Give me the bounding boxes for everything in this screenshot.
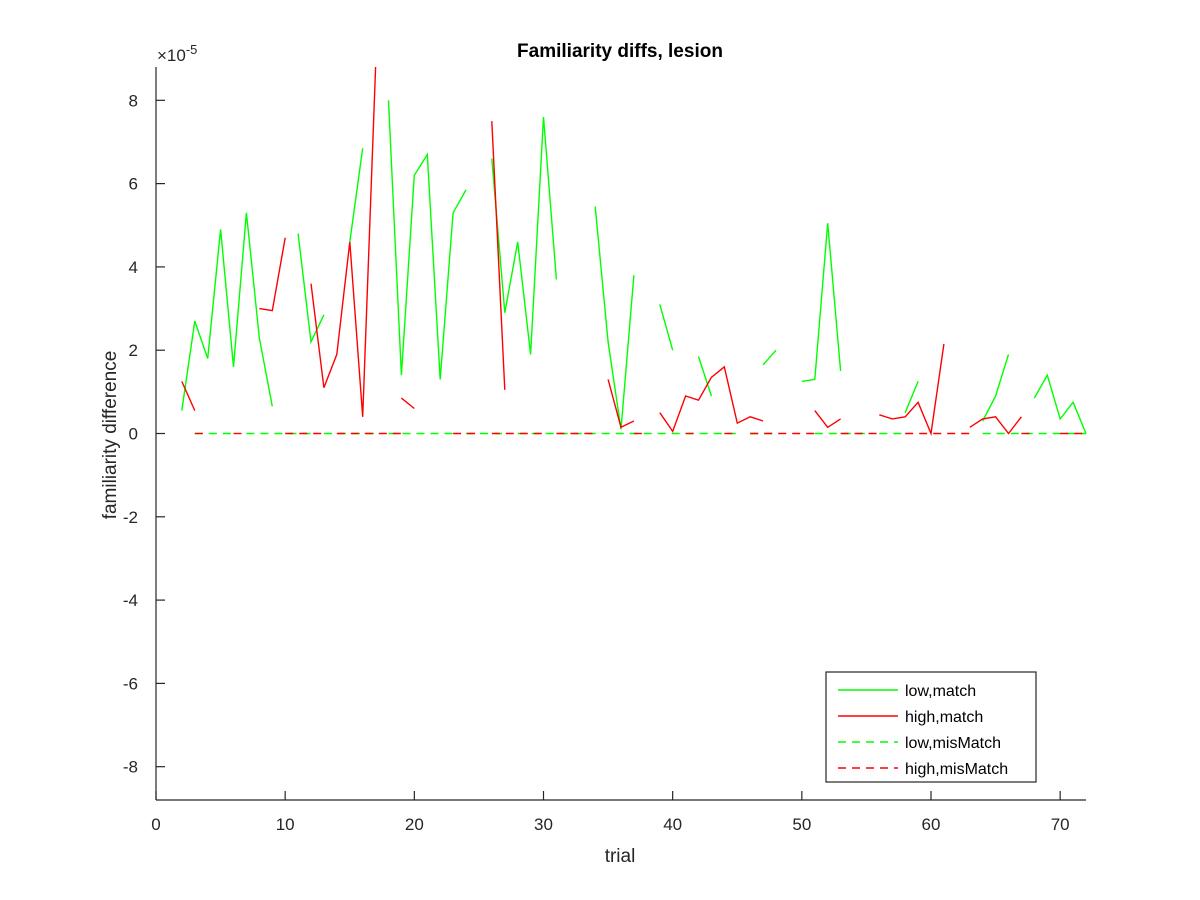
legend-entry-label: low,match xyxy=(905,683,976,700)
series-line-segment xyxy=(762,349,777,366)
y-tick-label: 6 xyxy=(129,175,138,194)
series-line-segment xyxy=(349,148,364,242)
x-tick-label: 0 xyxy=(151,815,160,834)
x-tick-label: 50 xyxy=(792,815,811,834)
series-line-segment xyxy=(181,381,196,411)
series-line-segment xyxy=(659,304,674,351)
series-line-segment xyxy=(400,397,415,410)
y-tick-label: -6 xyxy=(123,674,138,693)
y-tick-label: 4 xyxy=(129,258,138,277)
x-tick-label: 70 xyxy=(1051,815,1070,834)
axes: 0 10 20 30 40 50 60 70 -8 -6 -4 -2 0 2 4 6 8 xyxy=(123,67,1086,834)
y-tick-label: -4 xyxy=(123,591,138,610)
y-tick-label: 8 xyxy=(129,91,138,110)
x-tick-label: 10 xyxy=(276,815,295,834)
legend-entry-label: high,match xyxy=(905,709,983,726)
series-line-segment xyxy=(879,343,945,437)
x-tick-label: 40 xyxy=(663,815,682,834)
y-axis-label: familiarity difference xyxy=(100,351,121,520)
series-high-match xyxy=(181,66,1022,437)
series-line-segment xyxy=(982,354,1010,422)
series-line-segment xyxy=(491,116,558,355)
y-tick-label: 0 xyxy=(129,425,138,444)
series-line-segment xyxy=(607,379,635,429)
x-ticks: 0 10 20 30 40 50 60 70 xyxy=(151,791,1070,834)
x-tick-label: 30 xyxy=(534,815,553,834)
series-line-segment xyxy=(491,121,506,390)
y-tick-label: -8 xyxy=(123,758,138,777)
series-line-segment xyxy=(1033,373,1087,434)
series-line-segment xyxy=(387,100,467,380)
legend: low,match high,match low,misMatch high,misM… xyxy=(825,671,1037,783)
x-tick-label: 20 xyxy=(405,815,424,834)
series-line-segment xyxy=(181,212,273,411)
y-exponent-label: ×10-5 xyxy=(157,42,197,65)
series-line-segment xyxy=(594,206,635,430)
series-line-segment xyxy=(697,356,713,397)
legend-entry-label: low,misMatch xyxy=(905,735,1001,752)
series-line-segment xyxy=(969,416,1022,435)
series-line-segment xyxy=(904,381,919,413)
chart-title: Familiarity diffs, lesion xyxy=(517,41,723,62)
series-line-segment xyxy=(310,66,377,417)
series-line-segment xyxy=(814,410,841,429)
series-line-segment xyxy=(297,233,325,345)
series-line-segment xyxy=(659,365,764,433)
x-tick-label: 60 xyxy=(922,815,941,834)
series-line-segment xyxy=(801,223,842,383)
plot-area xyxy=(181,66,1087,437)
y-tick-label: -2 xyxy=(123,508,138,527)
series-line-segment xyxy=(259,237,286,312)
x-axis-label: trial xyxy=(605,846,636,867)
y-tick-label: 2 xyxy=(129,341,138,360)
y-ticks: -8 -6 -4 -2 0 2 4 6 8 xyxy=(123,91,165,777)
legend-entry-label: high,misMatch xyxy=(905,761,1008,778)
series-low-match xyxy=(181,100,1087,434)
